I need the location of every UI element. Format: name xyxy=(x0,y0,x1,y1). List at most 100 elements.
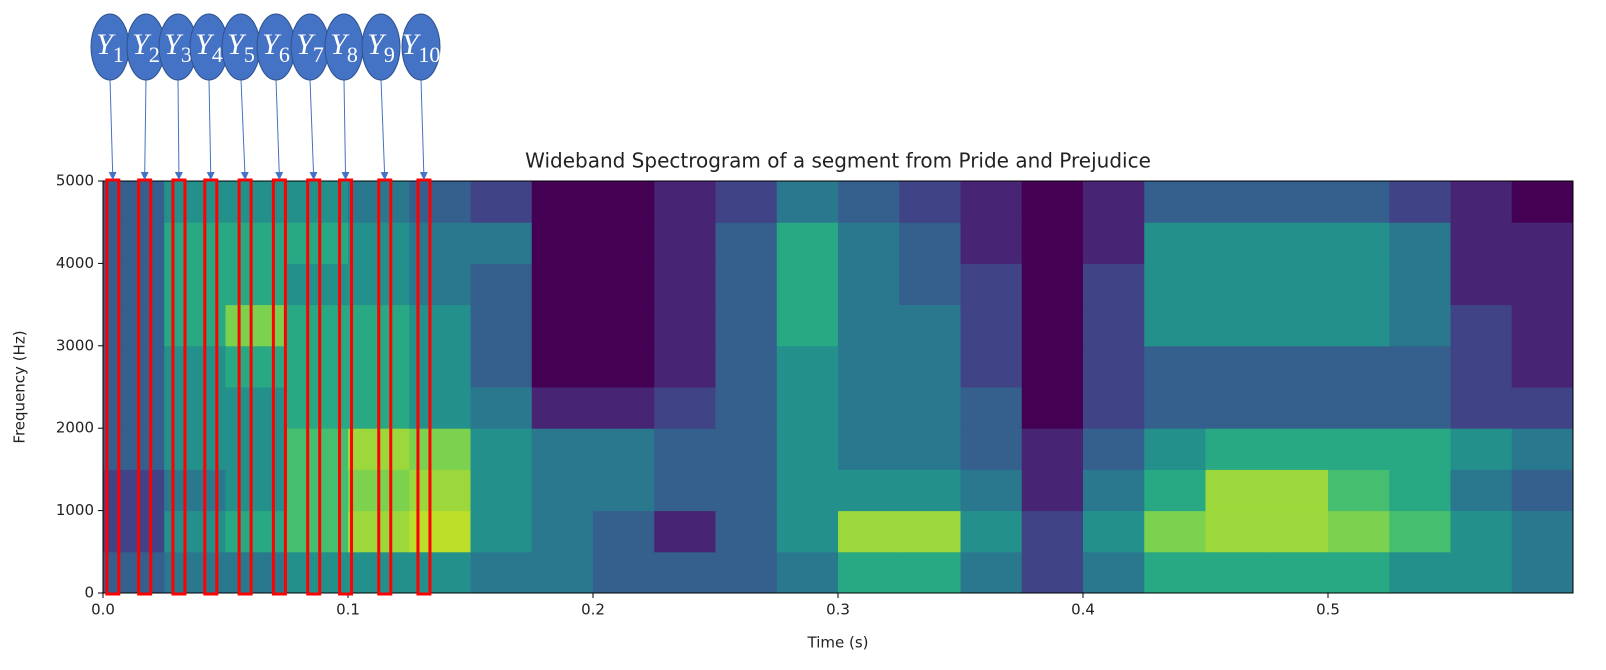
heatmap-cell xyxy=(1205,304,1268,347)
heatmap-cell xyxy=(1205,428,1268,470)
heatmap-cell xyxy=(776,510,839,553)
annotation-arrow xyxy=(419,78,428,180)
heatmap-cell xyxy=(1205,263,1268,306)
annotation-index: 2 xyxy=(149,42,160,67)
heatmap-cell xyxy=(715,469,778,512)
annotation-arrow xyxy=(140,78,149,180)
heatmap-cell xyxy=(654,469,716,512)
heatmap-cell xyxy=(531,551,594,594)
heatmap-cell xyxy=(1144,181,1206,223)
heatmap-cell xyxy=(654,510,716,553)
heatmap-cell xyxy=(1144,304,1206,347)
annotation-arrow xyxy=(240,78,249,180)
heatmap-cell xyxy=(715,510,778,553)
heatmap-cell xyxy=(409,428,471,470)
heatmap-cell xyxy=(960,345,1023,388)
annotation-index: 4 xyxy=(212,42,223,67)
heatmap-cell xyxy=(1450,263,1513,306)
heatmap-cell xyxy=(470,263,533,306)
heatmap-cell xyxy=(103,551,165,594)
heatmap-cell xyxy=(470,551,533,594)
frame-box xyxy=(105,178,121,596)
heatmap-cell xyxy=(838,551,900,594)
heatmap-cell xyxy=(225,263,288,306)
x-tick-label: 0.5 xyxy=(1316,601,1340,619)
heatmap-cell xyxy=(715,428,778,470)
heatmap-cell xyxy=(1450,304,1513,347)
heatmap-cell xyxy=(1021,428,1084,470)
heatmap-cell xyxy=(776,387,839,429)
heatmap-cell xyxy=(654,304,716,347)
heatmap-cell xyxy=(593,181,655,223)
y-axis-label: Frequency (Hz) xyxy=(11,330,29,443)
heatmap-cell xyxy=(531,263,594,306)
heatmap-cell xyxy=(409,263,471,306)
heatmap-cell xyxy=(838,263,900,306)
frame-box xyxy=(203,178,219,596)
heatmap-cell xyxy=(1266,469,1329,512)
heatmap-cell xyxy=(409,551,471,594)
heatmap-cell xyxy=(1328,428,1390,470)
heatmap-cell xyxy=(225,551,288,594)
heatmap-cell xyxy=(1328,469,1390,512)
heatmap-cell xyxy=(1205,345,1268,388)
annotation-index: 7 xyxy=(313,42,324,67)
annotation-label: Y4 xyxy=(195,28,223,67)
heatmap-cell xyxy=(1266,181,1329,223)
heatmap-cell xyxy=(960,263,1023,306)
annotation-symbol: Y xyxy=(132,28,152,61)
heatmap-cell xyxy=(776,263,839,306)
x-tick-label: 0.0 xyxy=(91,601,115,619)
heatmap-cell xyxy=(899,551,961,594)
heatmap-cell xyxy=(1389,387,1451,429)
y-tick-label: 5000 xyxy=(56,172,94,190)
heatmap-cell xyxy=(1021,469,1084,512)
heatmap-cell xyxy=(1511,510,1574,553)
heatmap-cell xyxy=(715,263,778,306)
heatmap-cell xyxy=(103,222,165,264)
heatmap-cell xyxy=(838,345,900,388)
heatmap-cell xyxy=(103,387,165,429)
heatmap-cell xyxy=(1083,263,1145,306)
heatmap-cell xyxy=(1144,469,1206,512)
heatmap-cell xyxy=(1450,222,1513,264)
x-tick-label: 0.3 xyxy=(826,601,850,619)
frame-box xyxy=(416,178,432,596)
annotation-arrow xyxy=(309,78,318,180)
heatmap-cell xyxy=(960,222,1023,264)
annotation-symbol: Y xyxy=(262,28,282,61)
annotation-index: 3 xyxy=(181,42,192,67)
heatmap-cell xyxy=(103,345,165,388)
heatmap-cell xyxy=(960,304,1023,347)
heatmap-cell xyxy=(1389,222,1451,264)
heatmap-cell xyxy=(1205,510,1268,553)
heatmap-cell xyxy=(593,428,655,470)
heatmap-cell xyxy=(1389,428,1451,470)
heatmap-cell xyxy=(776,222,839,264)
heatmap-cell xyxy=(1389,263,1451,306)
heatmap-cell xyxy=(1021,387,1084,429)
heatmap-cell xyxy=(1205,181,1268,223)
heatmap-cell xyxy=(960,181,1023,223)
heatmap-cell xyxy=(776,469,839,512)
heatmap-cell xyxy=(531,181,594,223)
heatmap-cell xyxy=(470,222,533,264)
x-tick-label: 0.1 xyxy=(336,601,360,619)
annotation-index: 1 xyxy=(113,42,124,67)
heatmap-cell xyxy=(654,222,716,264)
frame-box xyxy=(377,178,393,596)
heatmap-cell xyxy=(1266,551,1329,594)
y-tick-label: 4000 xyxy=(56,254,94,272)
heatmap-cell xyxy=(1205,387,1268,429)
heatmap-cell xyxy=(715,551,778,594)
annotation-arrow xyxy=(380,78,389,180)
heatmap-cell xyxy=(1266,345,1329,388)
annotation-symbol: Y xyxy=(164,28,184,61)
annotation-symbol: Y xyxy=(96,28,116,61)
frame-box xyxy=(237,178,253,596)
heatmap-cell xyxy=(1450,387,1513,429)
heatmap-cell xyxy=(1389,469,1451,512)
heatmap-cell xyxy=(409,387,471,429)
heatmap-cell xyxy=(1266,222,1329,264)
